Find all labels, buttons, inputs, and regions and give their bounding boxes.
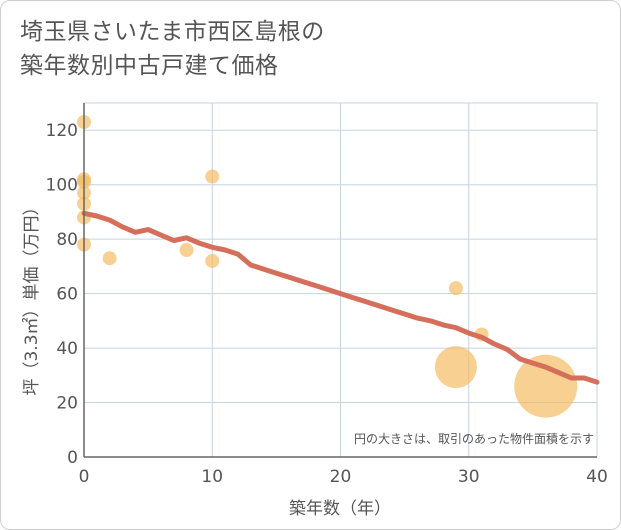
chart-title-line-2: 築年数別中古戸建て価格 <box>20 53 279 79</box>
data-points <box>77 115 578 418</box>
axes <box>83 103 597 458</box>
x-tick-label: 40 <box>586 467 608 487</box>
data-point <box>179 243 194 258</box>
x-tick-label: 20 <box>330 467 352 487</box>
y-tick-label: 20 <box>56 394 78 414</box>
trend-line <box>81 210 600 385</box>
y-axis-label: 坪（3.3㎡）単価（万円） <box>22 198 42 395</box>
y-tick-label: 40 <box>56 339 78 359</box>
y-tick-label: 0 <box>67 448 78 468</box>
y-tick-label: 80 <box>56 230 78 250</box>
data-point <box>448 281 463 296</box>
chart-title: 埼玉県さいたま市西区島根の 築年数別中古戸建て価格 <box>20 15 580 83</box>
x-tick-label: 10 <box>201 467 223 487</box>
bubble-size-note: 円の大きさは、取引のあった物件面積を示す <box>354 431 594 446</box>
data-point <box>205 169 220 184</box>
y-tick-label: 100 <box>46 176 78 196</box>
data-point <box>434 346 477 389</box>
x-axis-label: 築年数（年） <box>289 499 391 519</box>
x-tick-label: 30 <box>458 467 480 487</box>
x-tick-label: 0 <box>79 467 90 487</box>
data-point <box>205 253 220 268</box>
data-point <box>514 354 578 418</box>
tick-labels: 0 10 20 30 40 0 20 40 60 80 100 120 <box>46 121 608 487</box>
chart-title-line-1: 埼玉県さいたま市西区島根の <box>20 19 325 45</box>
y-tick-label: 60 <box>56 285 78 305</box>
data-point <box>102 251 117 266</box>
y-tick-label: 120 <box>46 121 78 141</box>
